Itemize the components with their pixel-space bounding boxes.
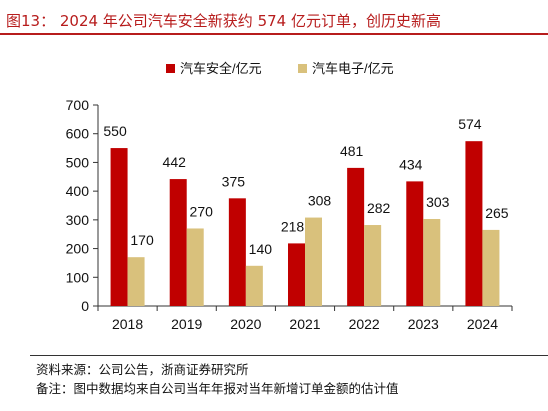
- chart-legend: 汽车安全/亿元 汽车电子/亿元: [166, 61, 394, 76]
- bar-2-2020: [245, 265, 263, 306]
- bar-1-2020: [228, 198, 246, 306]
- y-tick-label: 100: [66, 269, 90, 285]
- bar-2-2021: [305, 217, 322, 306]
- bar-2-2018: [127, 257, 145, 306]
- data-label-2-2021: 308: [308, 193, 332, 209]
- bar-1-2019: [169, 179, 187, 306]
- data-label-1-2022: 481: [340, 143, 364, 159]
- x-tick-label: 2021: [289, 316, 320, 332]
- y-tick-label: 300: [66, 212, 90, 228]
- y-tick-label: 400: [66, 183, 90, 199]
- y-tick-label: 600: [66, 126, 90, 142]
- data-label-2-2024: 265: [485, 205, 509, 221]
- data-label-2-2018: 170: [130, 232, 154, 248]
- bar-1-2023: [406, 181, 424, 306]
- y-tick-label: 500: [66, 154, 90, 170]
- legend-swatch-2: [298, 64, 307, 73]
- data-label-1-2018: 550: [103, 123, 127, 139]
- x-tick-label: 2024: [467, 316, 498, 332]
- x-tick-label: 2022: [349, 316, 380, 332]
- data-label-2-2022: 282: [367, 200, 391, 216]
- x-tick-label: 2020: [230, 316, 261, 332]
- x-tick-label: 2023: [408, 316, 439, 332]
- title-rule: [0, 33, 548, 35]
- bar-chart: 汽车安全/亿元 汽车电子/亿元 0 100 200 300 400 500 600 700 20…: [66, 61, 513, 332]
- x-tick-label: 2018: [112, 316, 143, 332]
- footer-rule: [30, 355, 548, 356]
- bar-1-2024: [465, 141, 483, 306]
- data-label-1-2021: 218: [281, 218, 305, 234]
- bar-2-2019: [186, 228, 204, 306]
- source-note: 资料来源：公司公告，浙商证券研究所: [36, 362, 249, 377]
- y-tick-label: 200: [66, 241, 90, 257]
- data-label-1-2023: 434: [399, 156, 423, 172]
- bars: [110, 141, 500, 306]
- legend-label-2: 汽车电子/亿元: [312, 61, 394, 76]
- x-axis: 2018 2019 2020 2021 2022 2023 2024: [97, 305, 513, 332]
- data-label-1-2019: 442: [163, 154, 187, 170]
- legend-label-1: 汽车安全/亿元: [180, 61, 262, 76]
- bar-1-2022: [347, 167, 365, 306]
- data-label-1-2024: 574: [458, 116, 482, 132]
- data-label-2-2023: 303: [426, 194, 450, 210]
- y-tick-label: 700: [66, 97, 90, 113]
- bar-2-2022: [364, 225, 382, 306]
- x-tick-label: 2019: [171, 316, 202, 332]
- remark-note: 备注：图中数据均来自公司当年年报对当年新增订单金额的估计值: [36, 381, 399, 396]
- figure-title: 图13： 2024 年公司汽车安全新获约 574 亿元订单，创历史新高: [6, 12, 441, 30]
- bar-2-2024: [482, 229, 500, 306]
- data-label-1-2020: 375: [222, 173, 246, 189]
- legend-swatch-1: [166, 64, 175, 73]
- y-axis: 0 100 200 300 400 500 600 700: [66, 97, 99, 314]
- data-label-2-2020: 140: [249, 241, 273, 257]
- bar-2-2023: [423, 218, 441, 306]
- data-label-2-2019: 270: [190, 203, 214, 219]
- bar-1-2021: [288, 243, 305, 306]
- y-tick-label: 0: [81, 298, 89, 314]
- bar-1-2018: [110, 148, 128, 306]
